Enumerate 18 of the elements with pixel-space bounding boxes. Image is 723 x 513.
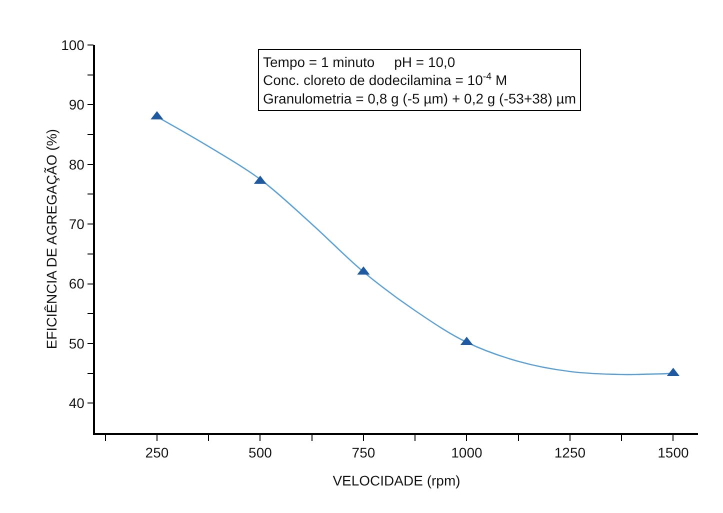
y-tick-label: 90 xyxy=(68,96,85,113)
x-tick-label: 500 xyxy=(248,444,272,461)
annotation: Tempo = 1 minuto pH = 10,0 xyxy=(263,54,456,70)
annotation: Granulometria = 0,8 g (-5 µm) + 0,2 g (-53+38) µm xyxy=(263,90,576,106)
y-axis-title: EFICIÊNCIA DE AGREGAÇÃO (%) xyxy=(44,128,60,350)
x-axis-title: VELOCIDADE (rpm) xyxy=(332,472,460,488)
y-tick-label: 50 xyxy=(68,335,85,352)
y-tick-label: 100 xyxy=(61,36,85,53)
y-tick-label: 40 xyxy=(68,395,85,412)
y-tick-label: 80 xyxy=(68,156,85,172)
annotation: Conc. cloreto de dodecilamina = 10$^{-4}$ M xyxy=(263,71,508,88)
x-tick-label: 750 xyxy=(352,444,376,461)
x-tick-label: 1000 xyxy=(451,444,482,461)
x-tick-label: 250 xyxy=(145,444,169,461)
y-tick-label: 60 xyxy=(68,276,85,292)
x-tick-label: 1500 xyxy=(658,444,689,461)
x-tick-label: 1250 xyxy=(554,444,586,461)
y-tick-label: 70 xyxy=(68,216,85,232)
